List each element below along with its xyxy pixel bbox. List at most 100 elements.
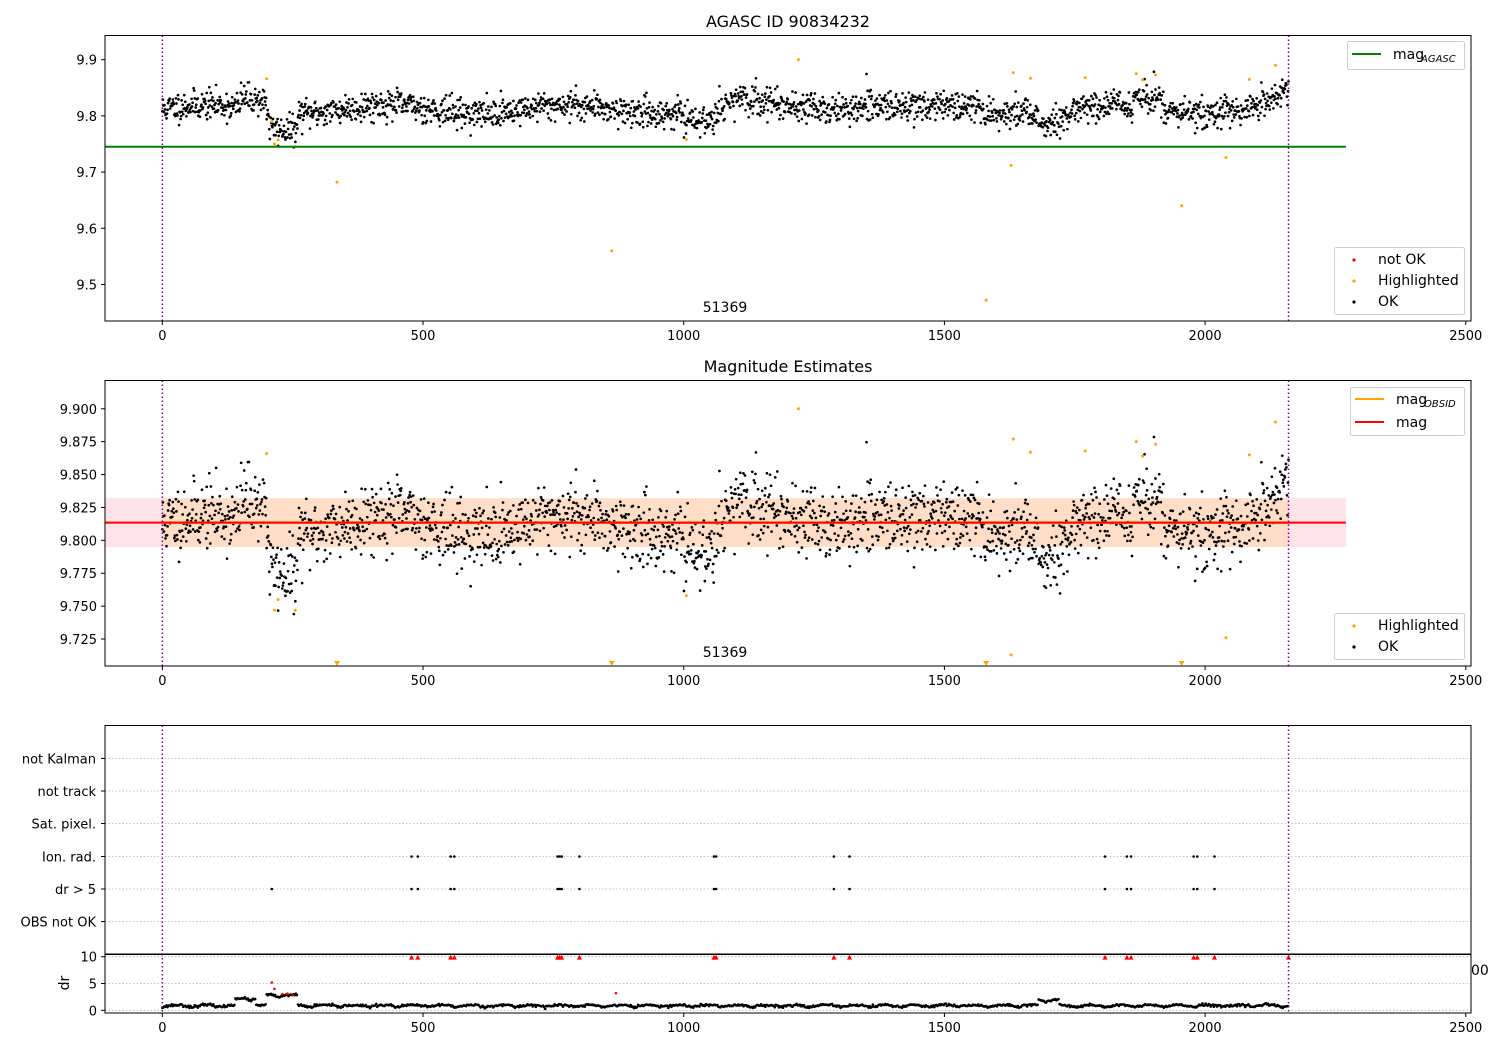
- ok-point: [437, 549, 441, 553]
- ok-point: [920, 548, 924, 551]
- ok-point: [583, 506, 587, 510]
- ok-point: [952, 111, 955, 115]
- ok-point: [558, 499, 562, 503]
- ok-point: [561, 494, 565, 498]
- ok-point: [389, 515, 393, 519]
- ok-point: [736, 99, 740, 103]
- ok-point: [562, 518, 565, 521]
- ok-point: [901, 512, 905, 516]
- ok-point: [242, 500, 246, 503]
- ok-point: [1130, 108, 1133, 112]
- ok-point: [1034, 104, 1038, 108]
- ok-point: [1073, 538, 1077, 542]
- ok-point: [843, 106, 846, 109]
- ok-point: [477, 532, 481, 536]
- ok-point: [745, 92, 749, 96]
- ok-point: [204, 510, 207, 514]
- ok-point: [253, 87, 257, 91]
- ok-point: [277, 561, 281, 564]
- ok-point: [1078, 109, 1082, 113]
- ok-point: [1222, 504, 1226, 508]
- dr-point: [192, 1005, 195, 1009]
- ok-point: [369, 508, 373, 512]
- ok-point: [973, 554, 976, 558]
- ok-point: [269, 543, 273, 547]
- ok-point: [865, 440, 868, 444]
- ok-point: [216, 525, 220, 529]
- ok-point: [705, 113, 709, 117]
- ok-point: [1231, 518, 1235, 522]
- ok-point: [521, 501, 525, 504]
- ok-point: [956, 99, 960, 103]
- ok-point: [270, 555, 273, 559]
- ok-point: [1197, 512, 1201, 516]
- ok-point: [810, 538, 814, 541]
- ok-point: [813, 486, 817, 490]
- ok-point: [1180, 537, 1183, 540]
- ok-point: [467, 105, 470, 108]
- ok-point: [1239, 560, 1242, 564]
- ok-point: [1225, 495, 1228, 499]
- ok-point: [553, 103, 556, 107]
- ok-point: [304, 528, 308, 532]
- ok-point: [545, 102, 549, 106]
- ok-point: [1103, 529, 1107, 533]
- ok-point: [998, 532, 1001, 535]
- ok-point: [212, 99, 215, 103]
- ok-point: [1232, 536, 1236, 539]
- ok-point: [198, 115, 202, 119]
- ok-point: [642, 102, 646, 106]
- ok-point: [966, 512, 970, 515]
- ok-point: [439, 113, 442, 117]
- ok-point: [1170, 107, 1174, 110]
- ok-point: [711, 124, 715, 128]
- ok-point: [345, 101, 348, 104]
- ok-point: [389, 503, 393, 506]
- ok-point: [287, 133, 291, 136]
- ok-point: [472, 123, 476, 127]
- ok-point: [1007, 524, 1011, 528]
- ok-point: [939, 92, 942, 96]
- ok-point: [943, 102, 947, 106]
- ok-point: [593, 112, 597, 116]
- ok-point: [542, 486, 546, 489]
- y-tick-label: 9.775: [60, 567, 97, 582]
- ok-point: [629, 566, 633, 570]
- flag-point: [1125, 887, 1129, 891]
- ok-point: [296, 127, 299, 130]
- ok-point: [1115, 107, 1118, 111]
- ok-point: [907, 91, 911, 94]
- ok-point: [1027, 541, 1031, 545]
- ok-point: [314, 527, 318, 531]
- ok-point: [1012, 105, 1015, 108]
- ok-point: [1018, 549, 1022, 553]
- ok-point: [622, 527, 625, 530]
- ok-point: [685, 123, 688, 127]
- ok-point: [479, 514, 482, 518]
- ok-point: [1144, 493, 1148, 497]
- ok-point: [601, 103, 604, 106]
- ok-point: [354, 117, 358, 121]
- ok-point: [321, 530, 325, 534]
- ok-point: [210, 502, 213, 505]
- ok-point: [883, 93, 887, 97]
- ok-point: [297, 537, 300, 540]
- ok-point: [1260, 105, 1264, 109]
- ok-point: [880, 526, 884, 530]
- ok-point: [362, 541, 366, 545]
- ok-point: [641, 125, 645, 129]
- ok-point: [516, 530, 519, 534]
- ok-point: [1223, 93, 1227, 97]
- ok-point: [1235, 97, 1238, 101]
- ok-point: [865, 72, 868, 76]
- ok-point: [561, 531, 564, 535]
- ok-point: [270, 562, 274, 566]
- ok-point: [1250, 105, 1254, 109]
- ok-point: [842, 103, 845, 106]
- ok-point: [913, 546, 916, 550]
- ok-point: [971, 493, 975, 497]
- ok-point: [334, 103, 338, 106]
- ok-point: [1149, 503, 1153, 506]
- ok-point: [680, 553, 683, 557]
- ok-point: [1071, 104, 1074, 108]
